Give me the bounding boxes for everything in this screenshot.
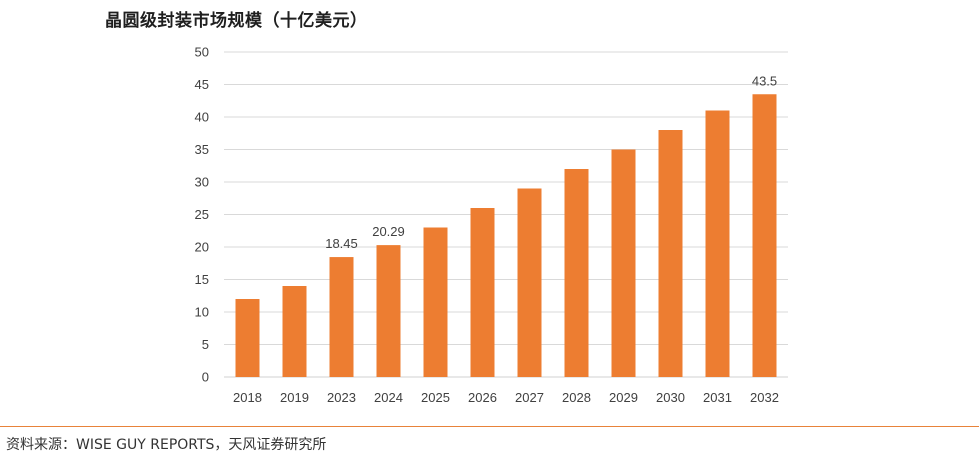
x-tick-label-2023: 2023	[327, 390, 356, 405]
x-axis-ticks: 2018 2019 2023 2024 2025 2026 2027 2028 2029 2030…	[233, 390, 779, 405]
y-tick-label: 5	[202, 337, 209, 352]
y-tick-label: 45	[195, 77, 209, 92]
y-tick-label: 10	[195, 305, 209, 320]
x-tick-label-2019: 2019	[280, 390, 309, 405]
data-label-2023: 18.45	[325, 236, 358, 251]
y-tick-label: 20	[195, 240, 209, 255]
x-tick-label-2028: 2028	[562, 390, 591, 405]
bar-2025	[423, 227, 448, 377]
bar-2029	[611, 149, 636, 377]
bar-2019	[282, 286, 307, 377]
x-tick-label-2026: 2026	[468, 390, 497, 405]
bar-2018	[235, 299, 260, 377]
y-tick-label: 15	[195, 272, 209, 287]
y-tick-label: 30	[195, 175, 209, 190]
gridlines	[224, 51, 788, 378]
y-tick-label: 0	[202, 370, 209, 385]
data-label-2032: 43.5	[752, 73, 777, 88]
footer-divider	[0, 426, 979, 427]
x-tick-label-2031: 2031	[703, 390, 732, 405]
y-axis-ticks: 0 5 10 15 20 25 30 35 40 45 50	[195, 45, 209, 385]
bar-2032	[752, 94, 777, 377]
bars	[235, 94, 777, 377]
x-tick-label-2032: 2032	[750, 390, 779, 405]
y-tick-label: 25	[195, 207, 209, 222]
x-tick-label-2018: 2018	[233, 390, 262, 405]
x-tick-label-2025: 2025	[421, 390, 450, 405]
x-tick-label-2030: 2030	[656, 390, 685, 405]
y-tick-label: 50	[195, 45, 209, 60]
x-tick-label-2029: 2029	[609, 390, 638, 405]
bar-2031	[705, 110, 730, 377]
y-tick-label: 35	[195, 142, 209, 157]
y-tick-label: 40	[195, 110, 209, 125]
bar-2024	[376, 245, 401, 377]
bar-2026	[470, 208, 495, 377]
bar-2023	[329, 257, 354, 377]
chart-title: 晶圆级封装市场规模（十亿美元）	[105, 11, 368, 31]
bar-2027	[517, 188, 542, 377]
bar-2028	[564, 169, 589, 377]
data-label-2024: 20.29	[372, 224, 405, 239]
source-note: 资料来源：WISE GUY REPORTS，天风证券研究所	[6, 437, 327, 453]
bar-2030	[658, 130, 683, 377]
x-tick-label-2027: 2027	[515, 390, 544, 405]
x-tick-label-2024: 2024	[374, 390, 403, 405]
data-labels: 18.45 20.29 43.5	[325, 73, 777, 251]
